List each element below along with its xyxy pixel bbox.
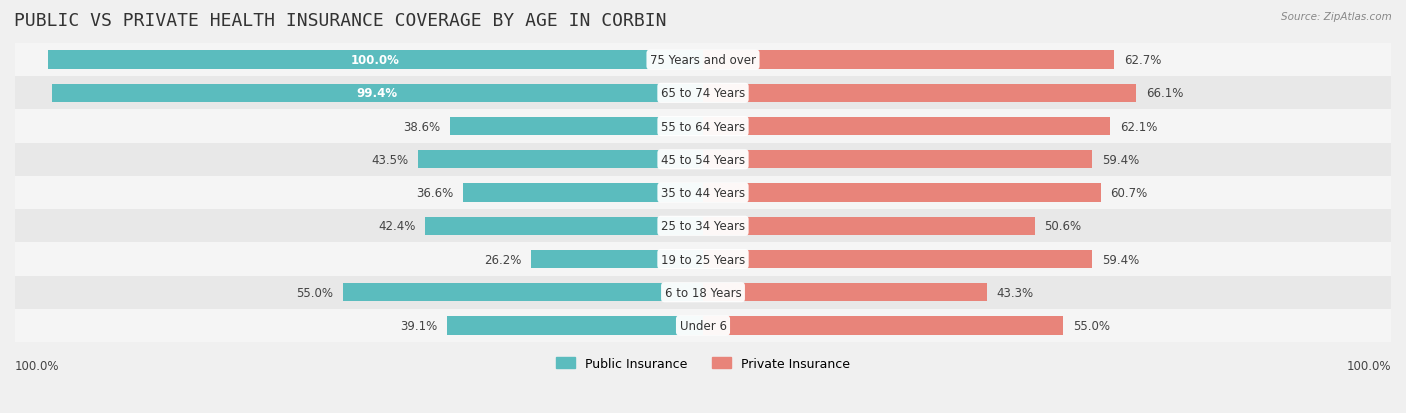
Bar — [703, 317, 1063, 335]
Text: 19 to 25 Years: 19 to 25 Years — [661, 253, 745, 266]
Text: 25 to 34 Years: 25 to 34 Years — [661, 220, 745, 233]
Bar — [15, 143, 1391, 176]
Bar — [15, 309, 1391, 342]
Bar — [52, 85, 703, 103]
Text: 62.7%: 62.7% — [1123, 54, 1161, 67]
Text: 36.6%: 36.6% — [416, 187, 453, 199]
Bar — [15, 110, 1391, 143]
Bar — [450, 118, 703, 136]
Text: 55.0%: 55.0% — [1073, 319, 1111, 332]
Bar — [15, 44, 1391, 77]
Bar — [703, 85, 1136, 103]
Text: 43.5%: 43.5% — [371, 154, 408, 166]
Text: 39.1%: 39.1% — [399, 319, 437, 332]
Text: 60.7%: 60.7% — [1111, 187, 1147, 199]
Text: 99.4%: 99.4% — [357, 87, 398, 100]
Bar — [425, 217, 703, 235]
Bar — [703, 151, 1092, 169]
Text: 100.0%: 100.0% — [352, 54, 399, 67]
Text: 62.1%: 62.1% — [1119, 120, 1157, 133]
Text: Source: ZipAtlas.com: Source: ZipAtlas.com — [1281, 12, 1392, 22]
Text: 45 to 54 Years: 45 to 54 Years — [661, 154, 745, 166]
Text: 38.6%: 38.6% — [404, 120, 440, 133]
Bar — [703, 283, 987, 301]
Bar — [703, 217, 1035, 235]
Bar — [703, 51, 1114, 69]
Text: 42.4%: 42.4% — [378, 220, 415, 233]
Bar — [15, 176, 1391, 210]
Bar — [15, 210, 1391, 243]
Text: 100.0%: 100.0% — [1347, 359, 1391, 372]
Text: PUBLIC VS PRIVATE HEALTH INSURANCE COVERAGE BY AGE IN CORBIN: PUBLIC VS PRIVATE HEALTH INSURANCE COVER… — [14, 12, 666, 30]
Bar — [531, 250, 703, 268]
Text: 6 to 18 Years: 6 to 18 Years — [665, 286, 741, 299]
Legend: Public Insurance, Private Insurance: Public Insurance, Private Insurance — [551, 352, 855, 375]
Text: 75 Years and over: 75 Years and over — [650, 54, 756, 67]
Bar — [418, 151, 703, 169]
Bar — [703, 184, 1101, 202]
Bar — [447, 317, 703, 335]
Bar — [15, 77, 1391, 110]
Text: 43.3%: 43.3% — [997, 286, 1033, 299]
Bar — [463, 184, 703, 202]
Text: 100.0%: 100.0% — [15, 359, 59, 372]
Bar — [15, 243, 1391, 276]
Text: 55.0%: 55.0% — [295, 286, 333, 299]
Text: 65 to 74 Years: 65 to 74 Years — [661, 87, 745, 100]
Text: 66.1%: 66.1% — [1146, 87, 1184, 100]
Text: Under 6: Under 6 — [679, 319, 727, 332]
Bar — [343, 283, 703, 301]
Text: 50.6%: 50.6% — [1045, 220, 1081, 233]
Text: 35 to 44 Years: 35 to 44 Years — [661, 187, 745, 199]
Text: 59.4%: 59.4% — [1102, 154, 1139, 166]
Text: 55 to 64 Years: 55 to 64 Years — [661, 120, 745, 133]
Text: 59.4%: 59.4% — [1102, 253, 1139, 266]
Bar — [15, 276, 1391, 309]
Text: 26.2%: 26.2% — [484, 253, 522, 266]
Bar — [703, 118, 1109, 136]
Bar — [703, 250, 1092, 268]
Bar — [48, 51, 703, 69]
